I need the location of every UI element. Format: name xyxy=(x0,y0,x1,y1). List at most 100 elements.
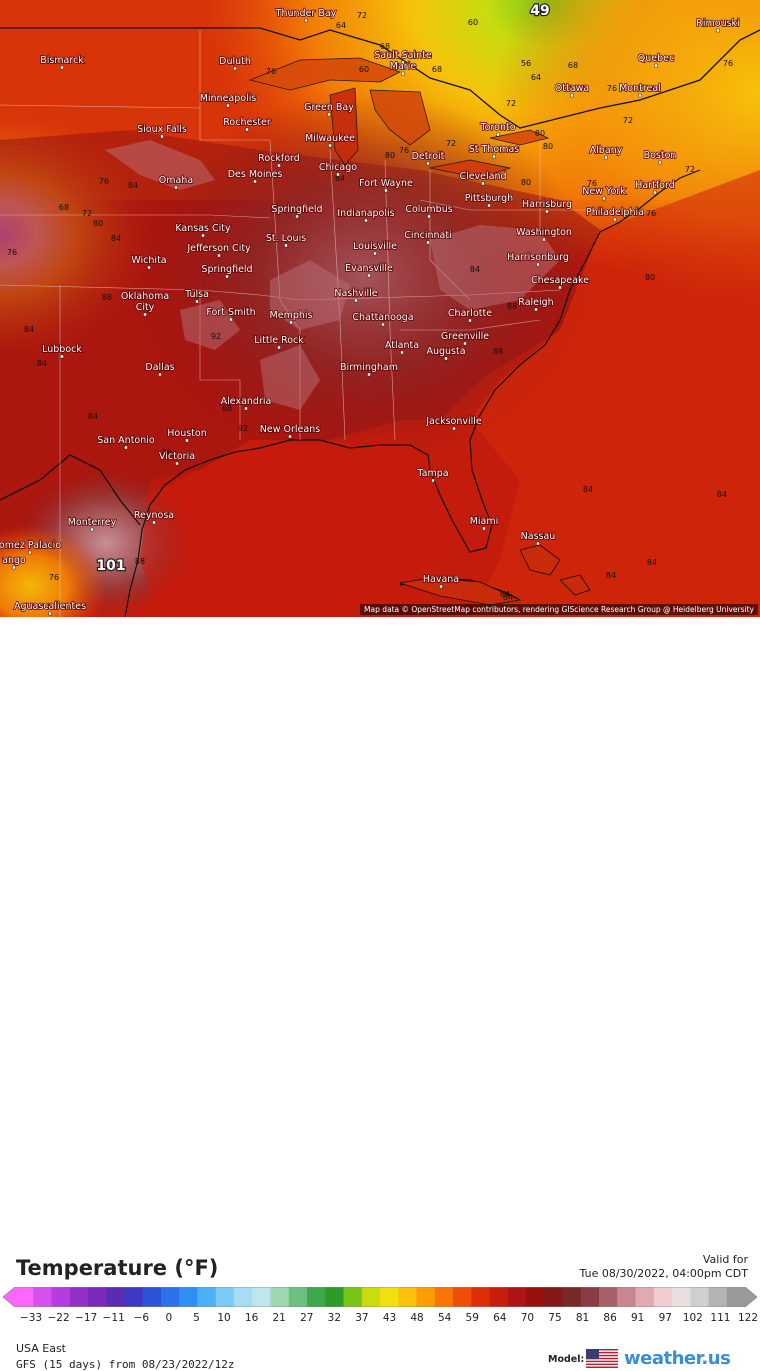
contour-label: 84 xyxy=(647,558,657,567)
scale-tick-label: −11 xyxy=(102,1312,125,1324)
contour-label: 72 xyxy=(82,209,92,218)
color-swatch xyxy=(526,1287,545,1307)
contour-label: 80 xyxy=(385,151,395,160)
city-label: Nassau xyxy=(521,531,556,542)
scale-tick-label: 5 xyxy=(193,1312,200,1324)
great-lakes xyxy=(248,57,550,179)
scale-tick-label: 21 xyxy=(272,1312,286,1324)
city-marker xyxy=(328,143,332,148)
city-marker xyxy=(284,243,288,248)
city-label: Springfield xyxy=(201,264,252,275)
city-marker xyxy=(195,299,199,304)
color-swatch xyxy=(507,1287,527,1307)
color-swatch xyxy=(106,1287,125,1307)
city-marker xyxy=(426,161,430,166)
legend-panel: Temperature (°F) Valid for Tue 08/30/202… xyxy=(0,617,760,1371)
contour-label: 72 xyxy=(357,11,367,20)
city-label: Victoria xyxy=(159,451,195,462)
contour-label: 84 xyxy=(111,234,121,243)
contour-label: 76 xyxy=(399,146,409,155)
city-marker xyxy=(558,285,562,290)
city-marker xyxy=(174,185,178,190)
city-marker xyxy=(244,406,248,411)
city-label: Harrisburg xyxy=(522,199,572,210)
city-marker xyxy=(48,611,52,616)
city-label: Minneapolis xyxy=(200,93,257,104)
contour-label: 60 xyxy=(468,18,478,27)
scale-tick-label: −33 xyxy=(19,1312,43,1324)
city-marker xyxy=(124,445,128,450)
color-swatch xyxy=(288,1287,308,1307)
city-label: Aguascalientes xyxy=(14,601,86,612)
contour-label: 88 xyxy=(135,557,145,566)
legend-title: Temperature (°F) xyxy=(16,1256,219,1280)
city-marker xyxy=(492,154,496,159)
color-swatch xyxy=(252,1287,271,1307)
city-marker xyxy=(364,218,368,223)
city-label: Philadelphia xyxy=(586,207,644,218)
city-marker xyxy=(400,350,404,355)
city-label: St Thomas xyxy=(469,144,519,155)
brand-logo[interactable]: weather.us xyxy=(624,1348,731,1369)
color-swatch xyxy=(179,1287,198,1307)
color-swatch xyxy=(33,1287,52,1307)
scale-tick-label: 37 xyxy=(355,1312,369,1324)
city-label: Montreal xyxy=(619,83,661,94)
city-marker xyxy=(304,18,308,23)
color-swatch xyxy=(489,1287,509,1307)
city-label: Columbus xyxy=(405,204,452,215)
city-marker xyxy=(367,372,371,377)
islands xyxy=(399,544,591,606)
color-swatch xyxy=(270,1287,290,1307)
city-label: Miami xyxy=(470,516,499,527)
contour-label: 80 xyxy=(645,273,655,282)
city-label: Louisville xyxy=(353,241,397,252)
contour-label: 72 xyxy=(623,116,633,125)
city-marker xyxy=(336,172,340,177)
city-marker xyxy=(185,438,189,443)
city-marker xyxy=(225,274,229,279)
contour-label: 76 xyxy=(7,248,17,257)
color-swatch xyxy=(380,1287,399,1307)
city-label: Indianapolis xyxy=(337,208,394,219)
city-label: Atlanta xyxy=(385,340,419,351)
city-marker xyxy=(288,434,292,439)
color-swatch xyxy=(398,1287,417,1307)
contour-label: 76 xyxy=(266,67,276,76)
contour-label: 92 xyxy=(211,332,221,341)
city-labels: Thunder Bay Bismarck Duluth Sault SainteMar… xyxy=(0,7,741,616)
contour-label: 84 xyxy=(717,490,727,499)
contour-label: 84 xyxy=(503,593,513,602)
city-label: Harrisonburg xyxy=(507,252,569,263)
contour-label: 76 xyxy=(49,573,59,582)
contour-label: 64 xyxy=(531,73,541,82)
city-label: Washington xyxy=(516,227,572,238)
city-label: Albany xyxy=(590,145,623,156)
map-attribution: Map data © OpenStreetMap contributors, r… xyxy=(360,604,758,615)
city-label: Quebec xyxy=(638,53,674,64)
city-label: Chicago xyxy=(319,162,357,173)
city-marker xyxy=(147,265,151,270)
color-swatch xyxy=(580,1287,600,1307)
valid-time: Tue 08/30/2022, 04:00pm CDT xyxy=(579,1267,748,1280)
city-marker xyxy=(253,179,257,184)
extreme-labels: 49 101 xyxy=(95,2,551,575)
city-label: Des Moines xyxy=(228,169,283,180)
city-label: Rockford xyxy=(258,153,300,164)
contour-label: 76 xyxy=(646,209,656,218)
scale-tick-label: 54 xyxy=(437,1312,452,1324)
city-label: San Antonio xyxy=(97,435,155,446)
city-marker xyxy=(143,312,147,317)
city-marker xyxy=(28,550,32,555)
temperature-map[interactable]: 72 64 60 68 60 68 56 64 68 76 72 76 72 80 80 72 76 80 76 72… xyxy=(0,0,760,617)
city-marker xyxy=(431,478,435,483)
scale-left-arrow xyxy=(3,1287,15,1307)
region-label: USA East xyxy=(16,1342,66,1355)
city-label: Chattanooga xyxy=(352,312,413,323)
scale-tick-label: 10 xyxy=(217,1312,231,1324)
city-marker xyxy=(604,155,608,160)
city-label: Cincinnati xyxy=(404,230,451,241)
city-label: Houston xyxy=(167,428,206,439)
city-label: Evansville xyxy=(345,263,393,274)
